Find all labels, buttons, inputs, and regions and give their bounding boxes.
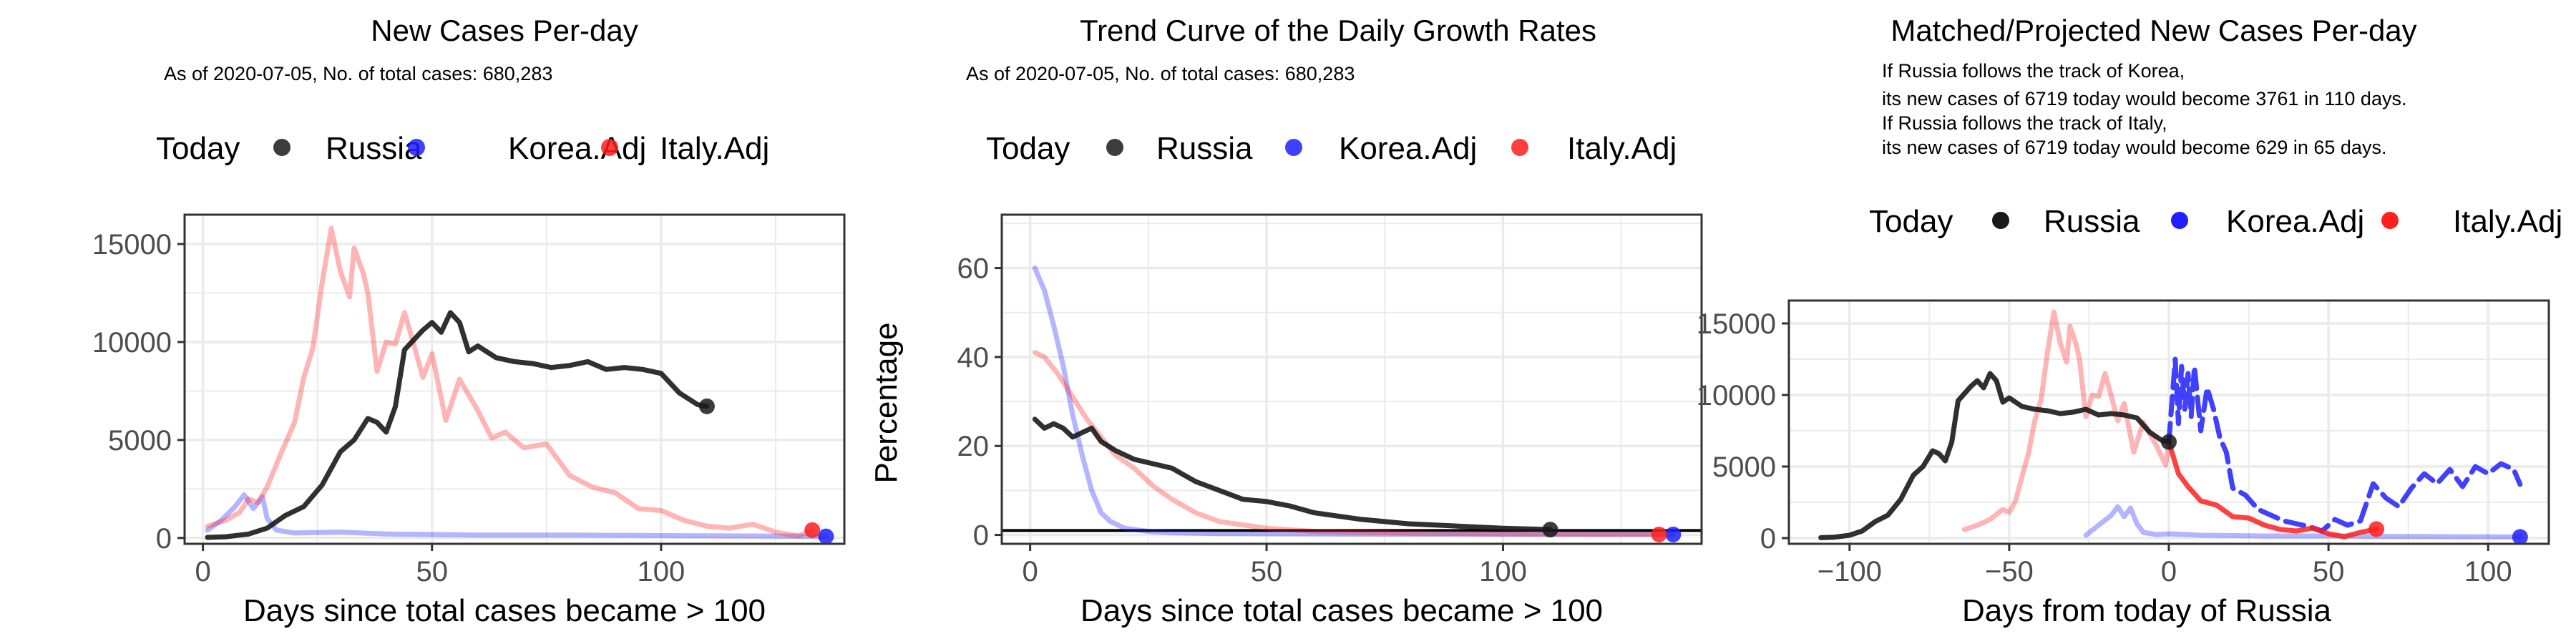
y-tick-label: 5000 xyxy=(1712,452,1776,483)
legend-key-italy xyxy=(601,139,618,156)
y-tick-label: 15000 xyxy=(1697,308,1776,340)
x-tick-label: −100 xyxy=(1818,556,1882,587)
plot-background xyxy=(1002,215,1702,544)
y-tick-label: 15000 xyxy=(92,229,172,260)
plot-area: −100 −50 0 50 100 0 5000 10000 15000 xyxy=(1697,299,2550,587)
today-point-russia xyxy=(698,398,715,414)
series-line-italy-adj-projected xyxy=(2166,439,2379,540)
legend-label-russia: Russia xyxy=(326,131,422,166)
series-line-italy-adj xyxy=(205,225,815,539)
note-line-1: If Russia follows the track of Korea, xyxy=(1882,60,2185,82)
chart-title: New Cases Per-day xyxy=(371,14,638,47)
today-point-korea-adj xyxy=(2512,529,2528,545)
legend-key-russia xyxy=(1106,139,1123,156)
chart-subtitle: As of 2020-07-05, No. of total cases: 68… xyxy=(966,63,1355,84)
legend: Today Russia Korea.Adj Italy.Adj xyxy=(156,131,769,166)
legend-key-russia xyxy=(273,139,291,156)
today-point-russia xyxy=(1542,522,1558,538)
series-line-russia xyxy=(205,310,710,540)
x-tick-label: 50 xyxy=(416,556,449,587)
legend-key-italy xyxy=(1511,139,1528,156)
panel-projected-cases: Matched/Projected New Cases Per-day If R… xyxy=(1697,14,2562,628)
series-line-italy-adj-matched xyxy=(1961,309,2172,532)
series-line-russia xyxy=(1032,416,1553,532)
y-axis-label: Percentage xyxy=(869,322,904,483)
today-point-italy-adj xyxy=(804,522,821,538)
series-line-korea-adj xyxy=(205,492,829,540)
chart-title: Matched/Projected New Cases Per-day xyxy=(1890,14,2416,47)
series-line-korea-adj xyxy=(1032,265,1676,537)
y-tick-label: 60 xyxy=(957,253,990,285)
today-point-italy-adj xyxy=(2368,521,2385,537)
legend-key-korea xyxy=(1285,139,1302,156)
series-line-russia xyxy=(1818,371,2172,540)
legend-title: Today xyxy=(1869,204,1953,239)
legend-label-italy: Italy.Adj xyxy=(660,131,769,166)
x-axis-label: Days since total cases became > 100 xyxy=(1080,593,1603,628)
chart-subtitle: As of 2020-07-05, No. of total cases: 68… xyxy=(164,63,552,84)
y-tick-label: 10000 xyxy=(1697,380,1776,411)
chart-title: Trend Curve of the Daily Growth Rates xyxy=(1080,14,1596,47)
series-line-italy-adj xyxy=(1032,350,1662,537)
legend-key-russia xyxy=(1992,212,2009,229)
legend-title: Today xyxy=(156,131,240,166)
x-tick-label: 50 xyxy=(1251,556,1283,587)
plot-border xyxy=(1000,213,1703,545)
panel-new-cases: New Cases Per-day As of 2020-07-05, No. … xyxy=(92,14,846,628)
note-line-4: its new cases of 6719 today would become… xyxy=(1882,137,2386,158)
plot-background xyxy=(185,215,844,544)
x-tick-label: −50 xyxy=(1985,556,2034,587)
legend-key-italy xyxy=(2381,212,2399,229)
note-line-3: If Russia follows the track of Italy, xyxy=(1882,112,2167,134)
plot-border xyxy=(183,213,846,545)
legend-label-korea: Korea.Adj xyxy=(508,131,646,166)
legend-label-russia: Russia xyxy=(2044,204,2140,239)
legend: Today Russia Korea.Adj Italy.Adj xyxy=(986,131,1677,166)
x-tick-label: 0 xyxy=(195,556,210,587)
x-tick-label: 100 xyxy=(638,556,686,587)
legend-key-korea xyxy=(2171,212,2188,229)
legend-key-korea xyxy=(408,139,425,156)
x-tick-label: 0 xyxy=(2161,556,2177,587)
legend-label-italy: Italy.Adj xyxy=(1567,131,1677,166)
today-point-korea-adj xyxy=(818,528,834,545)
legend-label-korea: Korea.Adj xyxy=(1339,131,1477,166)
x-axis-label: Days since total cases became > 100 xyxy=(243,593,766,628)
x-tick-label: 100 xyxy=(2464,556,2512,587)
y-tick-label: 10000 xyxy=(92,327,172,358)
plot-area: 0 50 100 0 20 40 60 xyxy=(957,213,1703,587)
legend-label-russia: Russia xyxy=(1156,131,1253,166)
today-point-italy-adj xyxy=(1651,526,1667,542)
y-tick-label: 5000 xyxy=(108,425,172,457)
today-point-korea-adj xyxy=(1665,526,1682,542)
legend-label-korea: Korea.Adj xyxy=(2226,204,2364,239)
plot-area: 0 50 100 0 5000 10000 15000 xyxy=(92,213,846,587)
legend-title: Today xyxy=(986,131,1070,166)
y-tick-label: 40 xyxy=(957,342,990,374)
x-axis-label: Days from today of Russia xyxy=(1962,593,2331,628)
today-point-russia xyxy=(2161,434,2177,450)
note-line-2: its new cases of 6719 today would become… xyxy=(1882,88,2406,109)
panel-growth-rates: Trend Curve of the Daily Growth Rates As… xyxy=(869,14,1703,628)
y-tick-label: 0 xyxy=(1760,523,1776,555)
series-line-korea-adj-matched xyxy=(2083,504,2523,540)
y-tick-label: 0 xyxy=(973,520,989,552)
x-tick-label: 0 xyxy=(1023,556,1038,587)
legend-label-italy: Italy.Adj xyxy=(2453,204,2562,239)
y-tick-label: 0 xyxy=(156,523,172,555)
series-line-korea-adj-projected xyxy=(2166,356,2523,534)
y-tick-label: 20 xyxy=(957,431,990,462)
x-tick-label: 50 xyxy=(2313,556,2345,587)
legend: Today Russia Korea.Adj Italy.Adj xyxy=(1869,204,2562,239)
x-tick-label: 100 xyxy=(1479,556,1527,587)
